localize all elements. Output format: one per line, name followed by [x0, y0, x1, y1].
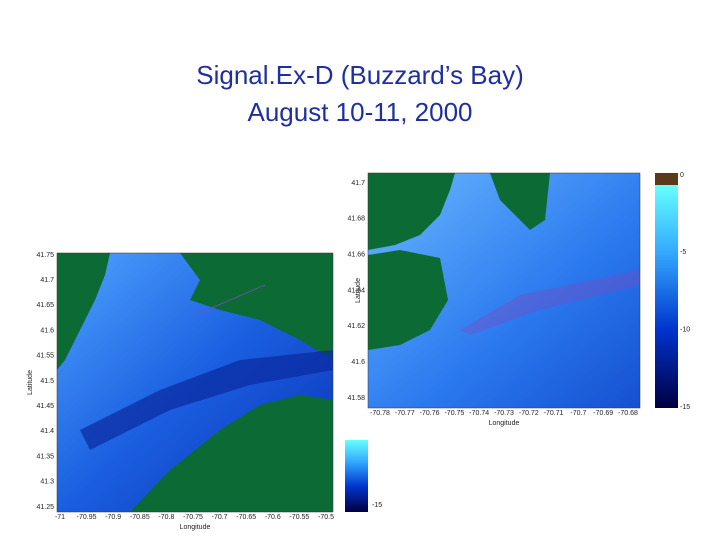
x-tick-label: -70.75	[444, 410, 464, 417]
x-tick-label: -70.7	[212, 514, 228, 521]
colorbar-tick-label: -15	[680, 404, 690, 411]
x-tick-label: -70.95	[77, 514, 97, 521]
colorbar	[655, 185, 678, 408]
x-tick-label: -70.85	[130, 514, 150, 521]
y-tick-label: 41.4	[40, 428, 54, 435]
x-tick-label: -70.73	[494, 410, 514, 417]
x-tick-label: -70.6	[265, 514, 281, 521]
y-axis-label: Latitude	[27, 370, 34, 395]
x-tick-label: -70.69	[593, 410, 613, 417]
left-map	[56, 252, 368, 513]
y-axis-label: Latitude	[355, 278, 362, 303]
land	[57, 253, 110, 370]
land	[368, 250, 448, 350]
land	[490, 173, 550, 230]
x-tick-label: -70.76	[420, 410, 440, 417]
x-tick-label: -71	[55, 514, 65, 521]
x-tick-label: -70.55	[289, 514, 309, 521]
y-tick-label: 41.66	[347, 252, 365, 259]
frame	[56, 252, 334, 513]
land	[180, 253, 333, 360]
y-tick-label: 41.58	[347, 395, 365, 402]
y-tick-label: 41.45	[36, 403, 54, 410]
y-tick-label: 41.64	[347, 287, 365, 294]
colorbar-tick-label: -5	[680, 249, 686, 256]
y-tick-label: 41.3	[40, 479, 54, 486]
right-map	[367, 172, 678, 409]
y-tick-label: 41.5	[40, 378, 54, 385]
x-tick-label: -70.68	[618, 410, 638, 417]
x-tick-label: -70.71	[544, 410, 564, 417]
x-tick-label: -70.74	[469, 410, 489, 417]
y-tick-label: 41.25	[36, 504, 54, 511]
colorbar-tick-label: -15	[372, 502, 382, 509]
x-axis-label: Longitude	[489, 420, 520, 427]
y-tick-label: 41.68	[347, 216, 365, 223]
x-tick-label: -70.5	[318, 514, 334, 521]
y-tick-label: 41.55	[36, 353, 54, 360]
title-line: August 10-11, 2000	[247, 97, 473, 127]
x-tick-label: -70.7	[570, 410, 586, 417]
x-axis-label: Longitude	[180, 524, 211, 531]
colorbar	[345, 440, 368, 512]
x-tick-label: -70.77	[395, 410, 415, 417]
land	[368, 173, 455, 250]
colorbar-tick-label: 0	[680, 172, 684, 179]
colorbar-land	[655, 173, 678, 185]
x-tick-label: -70.65	[236, 514, 256, 521]
y-tick-label: 41.35	[36, 453, 54, 460]
y-tick-label: 41.6	[351, 359, 365, 366]
track	[194, 284, 266, 316]
y-tick-label: 41.75	[36, 252, 54, 259]
title-line: Signal.Ex-D (Buzzard’s Bay)	[196, 60, 524, 90]
land	[130, 395, 333, 512]
y-tick-label: 41.62	[347, 323, 365, 330]
y-tick-label: 41.7	[351, 180, 365, 187]
y-tick-label: 41.65	[36, 302, 54, 309]
x-tick-label: -70.78	[370, 410, 390, 417]
x-tick-label: -70.72	[519, 410, 539, 417]
x-tick-label: -70.9	[105, 514, 121, 521]
x-tick-label: -70.8	[158, 514, 174, 521]
frame	[367, 172, 641, 409]
y-tick-label: 41.6	[40, 327, 54, 334]
x-tick-label: -70.75	[183, 514, 203, 521]
track	[460, 270, 640, 335]
colorbar-tick-label: -10	[680, 327, 690, 334]
channel	[80, 350, 333, 450]
y-tick-label: 41.7	[40, 277, 54, 284]
